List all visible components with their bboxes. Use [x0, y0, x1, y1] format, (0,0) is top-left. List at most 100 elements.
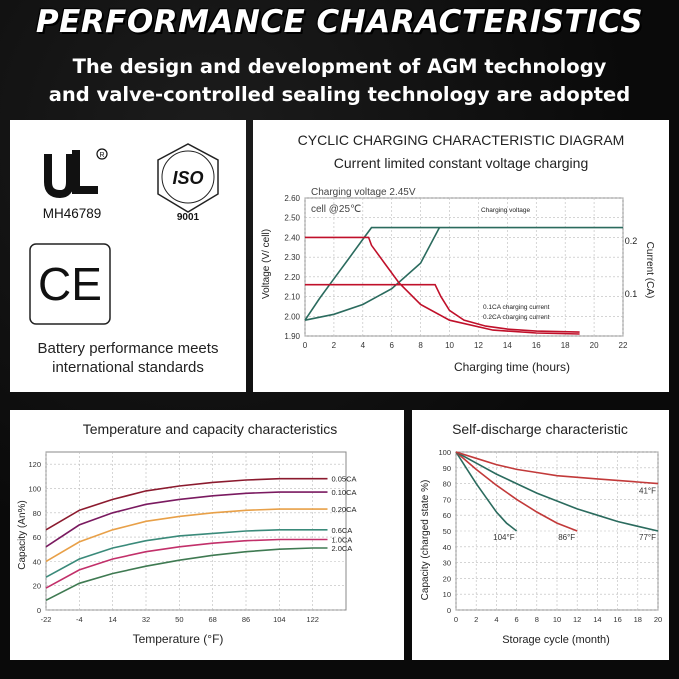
- temperature-capacity-panel: Temperature and capacity characteristics…: [10, 410, 404, 660]
- chart3-ylabel: Capacity (charged state %): [420, 480, 431, 601]
- y-tick-label: 120: [28, 460, 41, 469]
- y-tick-label: 20: [33, 582, 41, 591]
- y-tick-label: 2.00: [284, 312, 300, 321]
- x-tick-label: 8: [418, 341, 423, 350]
- chart1-note-2: cell @25℃: [311, 204, 361, 215]
- x-tick-label: 16: [532, 341, 541, 350]
- x-tick-label: 12: [573, 615, 581, 624]
- chart2-title: Temperature and capacity characteristics: [83, 421, 337, 437]
- series-label: 41°F: [639, 487, 656, 496]
- caption-line-2: international standards: [52, 359, 204, 376]
- chart1-y2tick-0.1: 0.1: [625, 289, 638, 299]
- ul-mark-icon: R: [44, 148, 108, 199]
- y-tick-label: 0: [37, 606, 41, 615]
- series-line: [45, 547, 328, 602]
- y-tick-label: 60: [443, 511, 451, 520]
- x-tick-label: 20: [654, 615, 662, 624]
- series-line: [455, 451, 659, 532]
- x-tick-label: 0: [303, 341, 308, 350]
- x-tick-label: 104: [273, 615, 286, 624]
- chart1-annotation-voltage: Charging voltage: [481, 207, 531, 214]
- series-line: [305, 283, 580, 333]
- series-label: 0.10CA: [331, 488, 356, 497]
- cyclic-charging-panel: CYCLIC CHARGING CHARACTERISTIC DIAGRAM C…: [253, 120, 669, 392]
- x-tick-label: 6: [390, 341, 395, 350]
- y-tick-label: 10: [443, 590, 451, 599]
- series-label: 0.20CA: [331, 505, 356, 514]
- series-line: [45, 529, 328, 578]
- y-tick-label: 50: [443, 527, 451, 536]
- x-tick-label: 4: [361, 341, 366, 350]
- x-tick-label: 32: [142, 615, 150, 624]
- x-tick-label: 14: [593, 615, 601, 624]
- series-label: 104°F: [493, 533, 515, 542]
- x-tick-label: 6: [515, 615, 519, 624]
- chart2-ylabel: Capacity (An%): [17, 500, 28, 569]
- x-tick-label: 14: [503, 341, 512, 350]
- chart1-subtitle: Current limited constant voltage chargin…: [334, 155, 588, 171]
- x-tick-label: 10: [445, 341, 454, 350]
- ce-mark-icon: CE: [29, 243, 111, 325]
- y-tick-label: 20: [443, 574, 451, 583]
- ce-text: CE: [38, 258, 102, 310]
- series-label: 77°F: [639, 533, 656, 542]
- x-tick-label: 20: [590, 341, 599, 350]
- chart1-y2tick-0.2: 0.2: [625, 236, 638, 246]
- y-tick-label: 0: [447, 606, 451, 615]
- chart3-title: Self-discharge characteristic: [452, 421, 628, 437]
- chart1-annotation-02ca: 0.2CA charging current: [483, 314, 550, 321]
- y-tick-label: 100: [28, 484, 41, 493]
- y-tick-label: 60: [33, 533, 41, 542]
- y-tick-label: 40: [443, 543, 451, 552]
- series-line: [305, 236, 580, 335]
- y-tick-label: 1.90: [284, 332, 300, 341]
- ul-code: MH46789: [43, 206, 102, 221]
- series-line: [45, 508, 328, 563]
- x-tick-label: -4: [76, 615, 83, 624]
- iso-badge-icon: ISO 9001: [157, 143, 219, 223]
- series-line: [45, 538, 328, 589]
- series-line: [304, 226, 623, 321]
- svg-text:R: R: [99, 152, 104, 159]
- x-tick-label: 2: [474, 615, 478, 624]
- x-tick-label: 50: [175, 615, 183, 624]
- y-tick-label: 2.40: [284, 233, 300, 242]
- y-tick-label: 2.30: [284, 253, 300, 262]
- plot-frame: [304, 197, 624, 337]
- y-tick-label: 90: [443, 464, 451, 473]
- y-tick-label: 2.50: [284, 214, 300, 223]
- x-tick-label: 86: [242, 615, 250, 624]
- x-tick-label: 0: [454, 615, 458, 624]
- series-label: 2.0CA: [331, 544, 352, 553]
- chart2-xlabel: Temperature (°F): [133, 632, 224, 646]
- y-tick-label: 70: [443, 495, 451, 504]
- chart1-note-1: Charging voltage 2.45V: [311, 187, 416, 198]
- chart1-annotation-01ca: 0.1CA charging current: [483, 304, 550, 311]
- y-tick-label: 80: [443, 480, 451, 489]
- y-tick-label: 2.20: [284, 273, 300, 282]
- iso-text: ISO: [172, 168, 203, 188]
- x-tick-label: 8: [535, 615, 539, 624]
- subtitle-line-1: The design and development of AGM techno…: [72, 55, 607, 78]
- x-tick-label: 68: [208, 615, 216, 624]
- x-tick-label: 2: [332, 341, 337, 350]
- series-line: [455, 451, 578, 532]
- series-line: [45, 477, 328, 531]
- caption-line-1: Battery performance meets: [38, 340, 219, 357]
- self-discharge-panel: Self-discharge characteristic Storage cy…: [412, 410, 669, 660]
- y-tick-label: 80: [33, 509, 41, 518]
- series-line: [455, 451, 518, 532]
- y-tick-label: 30: [443, 559, 451, 568]
- chart1-title: CYCLIC CHARGING CHARACTERISTIC DIAGRAM: [298, 132, 625, 148]
- iso-number: 9001: [177, 212, 200, 223]
- x-tick-label: 22: [619, 341, 628, 350]
- plot-frame: [45, 451, 347, 611]
- series-label: 86°F: [558, 533, 575, 542]
- series-line: [304, 227, 441, 321]
- chart1-y2label: Current (CA): [644, 242, 655, 299]
- x-tick-label: 14: [108, 615, 116, 624]
- series-label: 0.05CA: [331, 475, 356, 484]
- series-line: [45, 491, 328, 548]
- chart1-ylabel: Voltage (V/ cell): [261, 229, 272, 299]
- page-title: PERFORMANCE CHARACTERISTICS: [35, 4, 644, 40]
